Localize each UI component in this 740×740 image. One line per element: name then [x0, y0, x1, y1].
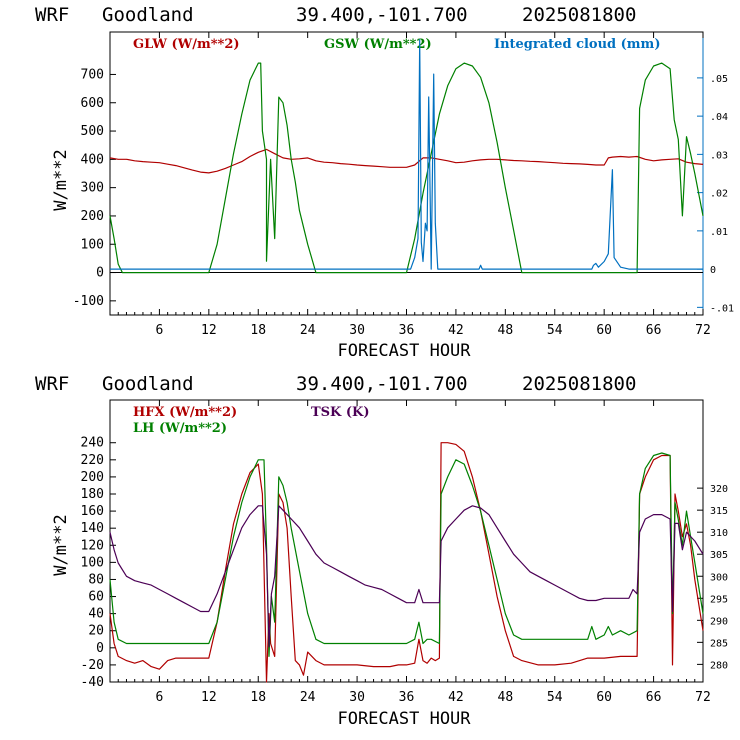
x-axis-label: FORECAST HOUR	[337, 341, 471, 361]
x-axis-label: FORECAST HOUR	[337, 709, 471, 729]
x-tick-label: 42	[448, 323, 464, 338]
y2-tick-label: 295	[710, 594, 728, 605]
legend-tsk: TSK (K)	[311, 405, 370, 420]
x-tick-label: 12	[201, 690, 217, 705]
x-tick-label: 24	[300, 323, 316, 338]
series-line-tsk	[109, 505, 704, 648]
y2-tick-label: .01	[710, 227, 728, 238]
chart-panel-1: WRF Goodland 39.400,-101.700 2025081800 …	[35, 4, 734, 361]
series-line-gsw	[109, 62, 704, 274]
legend-gsw: GSW (W/m**2)	[324, 37, 432, 52]
x-tick-label: 18	[250, 323, 266, 338]
x-tick-label: 42	[448, 690, 464, 705]
y2-tick-label: 300	[710, 572, 728, 583]
y-tick-label: 0	[96, 266, 104, 281]
header-coords: 39.400,-101.700	[296, 4, 468, 26]
y-tick-label: 240	[81, 436, 104, 451]
x-tick-label: 24	[300, 690, 316, 705]
y-tick-label: 140	[81, 521, 104, 536]
y2-tick-label: .03	[710, 150, 728, 161]
y-tick-label: -20	[81, 658, 104, 673]
y2-tick-label: 310	[710, 528, 728, 539]
y-tick-label: -40	[81, 675, 104, 690]
y2-tick-label: 315	[710, 506, 728, 517]
y2-tick-label: -.01	[710, 303, 734, 314]
series-line-glw	[109, 148, 704, 174]
x-tick-label: 66	[646, 323, 662, 338]
y-tick-label: 600	[81, 96, 104, 111]
y-tick-label: 100	[81, 555, 104, 570]
y2-tick-label: .02	[710, 189, 728, 200]
y2-tick-label: 280	[710, 660, 728, 671]
header-model: WRF	[35, 373, 69, 395]
x-tick-label: 6	[156, 323, 164, 338]
header-station: Goodland	[102, 4, 194, 26]
y2-tick-label: 320	[710, 484, 728, 495]
y2-tick-label: 290	[710, 616, 728, 627]
legend-hfx: HFX (W/m**2)	[133, 405, 237, 420]
x-tick-label: 72	[695, 323, 711, 338]
y2-tick-label: 305	[710, 550, 728, 561]
legend-integrated-cloud: Integrated cloud (mm)	[494, 37, 660, 52]
y-tick-label: 120	[81, 538, 104, 553]
header-init-time: 2025081800	[522, 373, 636, 395]
x-tick-label: 72	[695, 690, 711, 705]
y-tick-label: 60	[88, 590, 104, 605]
x-tick-label: 48	[498, 323, 514, 338]
y-tick-label: 200	[81, 209, 104, 224]
header-station: Goodland	[102, 373, 194, 395]
x-tick-label: 36	[399, 323, 415, 338]
x-tick-label: 18	[250, 690, 266, 705]
y-tick-label: 0	[96, 641, 104, 656]
x-tick-label: 30	[349, 323, 365, 338]
x-tick-label: 6	[156, 690, 164, 705]
x-tick-label: 12	[201, 323, 217, 338]
x-tick-label: 48	[498, 690, 514, 705]
y-tick-label: 220	[81, 453, 104, 468]
y2-tick-label: 285	[710, 638, 728, 649]
header-init-time: 2025081800	[522, 4, 636, 26]
x-tick-label: 36	[399, 690, 415, 705]
y-tick-label: 100	[81, 237, 104, 252]
series-line-lh	[109, 452, 704, 658]
series-line-integrated	[110, 38, 703, 270]
y-tick-label: 200	[81, 470, 104, 485]
x-tick-label: 66	[646, 690, 662, 705]
series-line-hfx	[109, 442, 704, 683]
x-tick-label: 54	[547, 323, 563, 338]
y2-tick-label: .05	[710, 74, 728, 85]
y-tick-label: -100	[73, 294, 104, 309]
y-tick-label: 180	[81, 487, 104, 502]
x-tick-label: 60	[596, 323, 612, 338]
y-tick-label: 20	[88, 624, 104, 639]
header-model: WRF	[35, 4, 69, 26]
plot-frame	[109, 399, 704, 683]
chart-panel-2: WRF Goodland 39.400,-101.700 2025081800 …	[35, 373, 728, 729]
y-tick-label: 40	[88, 607, 104, 622]
y-tick-label: 700	[81, 67, 104, 82]
x-tick-label: 30	[349, 690, 365, 705]
legend-lh: LH (W/m**2)	[133, 421, 227, 436]
x-tick-label: 54	[547, 690, 563, 705]
y-tick-label: 80	[88, 572, 104, 587]
y-tick-label: 300	[81, 181, 104, 196]
y-tick-label: 500	[81, 124, 104, 139]
y-axis-label: W/m**2	[51, 149, 71, 210]
y-axis-label: W/m**2	[51, 514, 71, 575]
y-tick-label: 400	[81, 152, 104, 167]
legend-glw: GLW (W/m**2)	[133, 37, 240, 52]
y2-tick-label: .04	[710, 112, 728, 123]
y2-tick-label: 0	[710, 265, 716, 276]
header-coords: 39.400,-101.700	[296, 373, 468, 395]
x-tick-label: 60	[596, 690, 612, 705]
y-tick-label: 160	[81, 504, 104, 519]
